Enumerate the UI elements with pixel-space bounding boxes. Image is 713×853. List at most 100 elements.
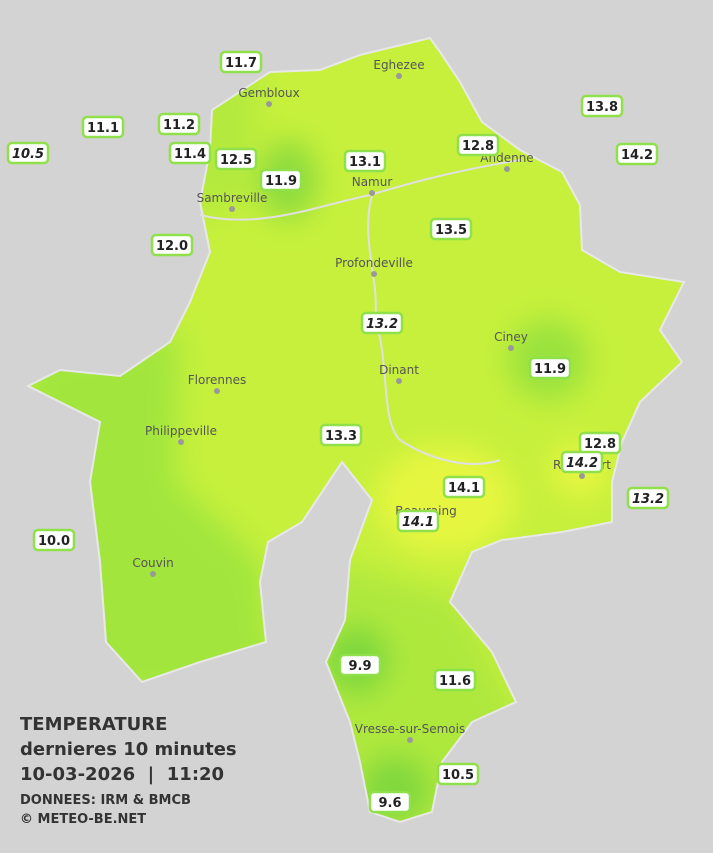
station-label: 11.2 [157,112,201,136]
station-value: 11.2 [163,118,195,133]
station-box [157,112,201,136]
station-box [615,142,659,166]
station-value: 12.8 [584,437,616,452]
station-box [343,149,387,173]
station-box [442,475,486,499]
station-box [150,233,194,257]
station-label: 14.2 [560,450,604,474]
legend-title: TEMPERATURE [20,714,167,735]
town-name: Sambreville [197,191,268,205]
station-label: 12.0 [150,233,194,257]
town-dot [266,101,272,107]
station-value: 10.0 [38,534,70,549]
station-value: 14.1 [448,481,480,496]
station-box [560,450,604,474]
station-box [319,423,363,447]
station-value: 9.9 [348,659,371,674]
station-value: 9.6 [378,796,401,811]
station-value: 13.5 [435,223,467,238]
station-label: 13.1 [343,149,387,173]
station-value: 13.8 [586,100,618,115]
station-value: 13.2 [632,492,664,507]
town-dot [579,473,585,479]
town-dot [150,571,156,577]
station-label: 10.5 [6,141,50,165]
station-box [436,762,480,786]
town-name: Profondeville [335,256,413,270]
town-name: Gembloux [238,86,299,100]
station-label: 14.1 [396,509,440,533]
station-label: 11.1 [81,115,125,139]
station-label: 9.6 [368,790,412,814]
station-box [214,147,258,171]
station-value: 11.4 [174,147,206,162]
town-dot [407,737,413,743]
station-label: 11.4 [168,141,212,165]
station-label: 14.2 [615,142,659,166]
town-name: Vresse-sur-Semois [355,722,465,736]
station-value: 14.2 [621,148,653,163]
town-name: Florennes [188,373,246,387]
station-label: 13.5 [429,217,473,241]
station-box [338,653,382,677]
town-dot [178,439,184,445]
station-label: 11.7 [219,50,263,74]
station-value: 12.8 [462,139,494,154]
station-label: 12.8 [456,133,500,157]
station-label: 12.8 [578,431,622,455]
town-dot [504,166,510,172]
station-label: 14.1 [442,475,486,499]
station-box [6,141,50,165]
station-label: 11.6 [433,668,477,692]
station-box [259,168,303,192]
town-name: Eghezee [373,58,424,72]
station-label: 10.5 [436,762,480,786]
station-value: 11.6 [439,674,471,689]
station-label: 13.2 [360,311,404,335]
station-label: 13.3 [319,423,363,447]
station-box [528,356,572,380]
station-box [456,133,500,157]
station-value: 10.5 [12,147,44,162]
station-value: 12.0 [156,239,188,254]
station-box [433,668,477,692]
station-value: 11.1 [87,121,119,136]
station-box [396,509,440,533]
town-dot [396,378,402,384]
town-dot [214,388,220,394]
town-name: Philippeville [145,424,217,438]
station-value: 14.1 [402,515,434,530]
legend-subtitle: dernieres 10 minutes [20,739,237,760]
station-value: 13.2 [366,317,398,332]
station-value: 12.5 [220,153,252,168]
town-dot [369,190,375,196]
station-box [81,115,125,139]
station-label: 13.8 [580,94,624,118]
station-value: 11.7 [225,56,257,71]
legend-credit: © METEO-BE.NET [20,812,146,827]
station-box [168,141,212,165]
town-dot [371,271,377,277]
station-value: 13.3 [325,429,357,444]
station-label: 13.2 [626,486,670,510]
station-label: 11.9 [259,168,303,192]
station-value: 14.2 [566,456,598,471]
legend-source: DONNEES: IRM & BMCB [20,793,191,808]
station-box [429,217,473,241]
station-label: 10.0 [32,528,76,552]
town-name: Couvin [132,556,173,570]
station-label: 9.9 [338,653,382,677]
station-box [368,790,412,814]
town-name: Namur [352,175,393,189]
station-value: 11.9 [534,362,566,377]
station-box [32,528,76,552]
town-dot [396,73,402,79]
station-box [626,486,670,510]
station-box [360,311,404,335]
station-value: 10.5 [442,768,474,783]
station-value: 11.9 [265,174,297,189]
station-box [219,50,263,74]
town-dot [229,206,235,212]
legend-timestamp: 10-03-2026 | 11:20 [20,764,224,785]
